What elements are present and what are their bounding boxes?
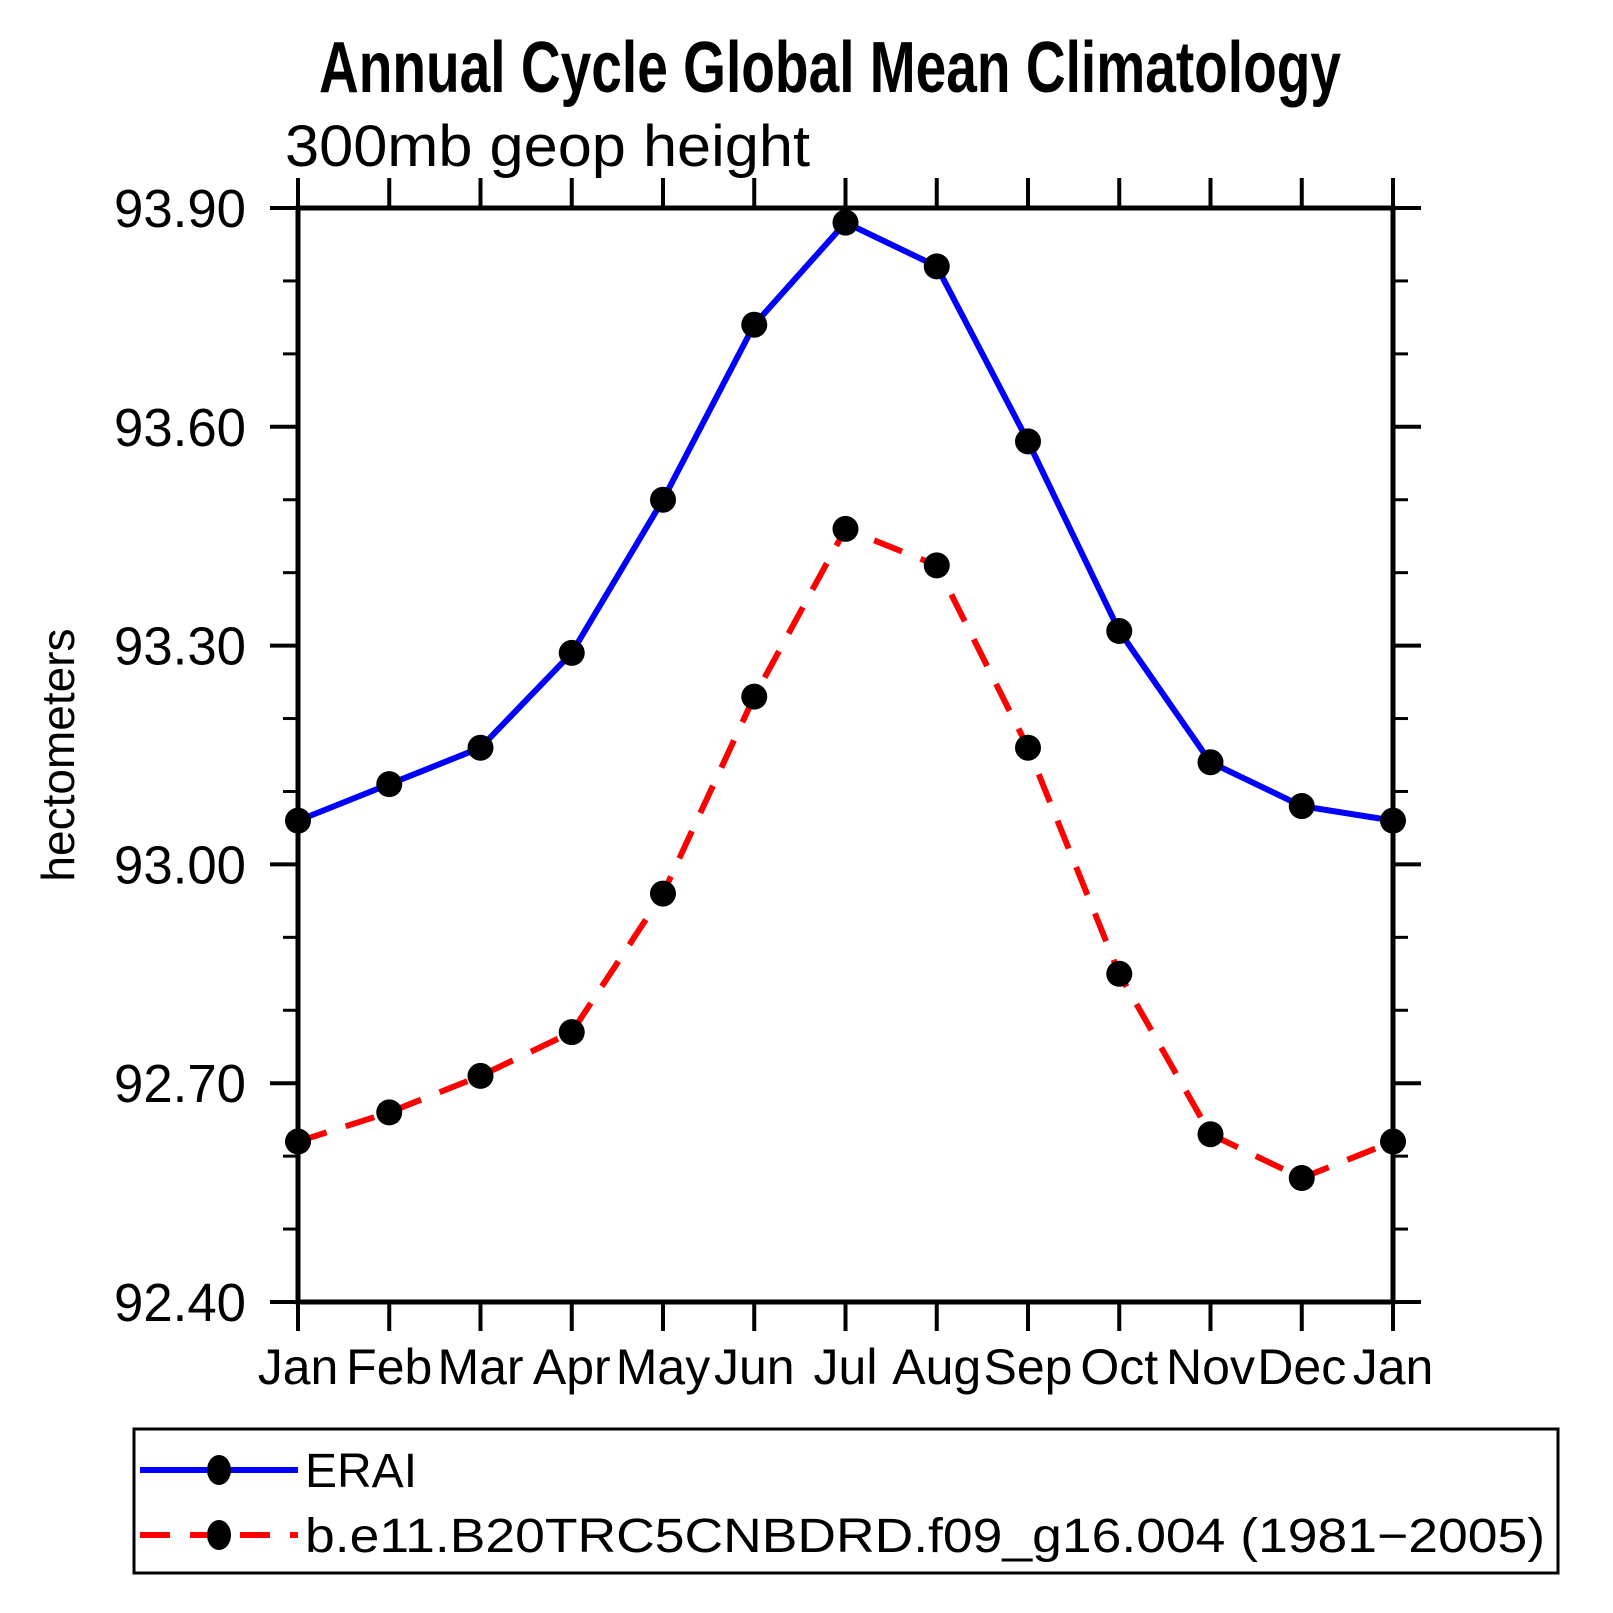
chart-title: Annual Cycle Global Mean Climatology bbox=[319, 28, 1341, 108]
data-point-marker bbox=[1106, 618, 1133, 645]
data-point-marker bbox=[741, 311, 768, 338]
data-point-marker bbox=[832, 515, 859, 542]
data-point-marker bbox=[650, 486, 676, 513]
x-tick-label: Mar bbox=[437, 1339, 523, 1395]
data-point-marker bbox=[832, 209, 859, 236]
data-point-marker bbox=[1380, 1128, 1406, 1155]
data-point-marker bbox=[1288, 1165, 1315, 1192]
legend: ERAI b.e11.B20TRC5CNBDRD.f09_g16.004 (19… bbox=[132, 1427, 1560, 1575]
data-point-marker bbox=[1015, 734, 1041, 761]
data-point-marker bbox=[741, 683, 768, 710]
legend-marker-dot-icon bbox=[207, 1455, 231, 1485]
data-point-marker bbox=[1380, 807, 1406, 834]
chart-subtitle: 300mb geop height bbox=[285, 114, 810, 179]
x-tick-label: Jan bbox=[1353, 1339, 1434, 1395]
data-point-marker bbox=[376, 1099, 403, 1126]
x-tick-label: Feb bbox=[346, 1339, 432, 1395]
data-point-marker bbox=[376, 771, 403, 798]
data-point-marker bbox=[1288, 793, 1315, 820]
x-tick-label: Sep bbox=[984, 1339, 1073, 1395]
data-point-marker bbox=[467, 1062, 494, 1089]
y-tick-label: 93.30 bbox=[114, 617, 246, 677]
x-tick-label: Dec bbox=[1257, 1339, 1346, 1395]
data-point-marker bbox=[285, 1128, 311, 1155]
x-tick-label: Oct bbox=[1080, 1339, 1158, 1395]
plot-series bbox=[285, 209, 1406, 1192]
legend-border bbox=[132, 1427, 1560, 1575]
data-point-marker bbox=[923, 552, 950, 579]
data-point-marker bbox=[1106, 960, 1133, 987]
data-point-marker bbox=[285, 807, 311, 834]
x-tick-label: Jan bbox=[258, 1339, 339, 1395]
data-point-marker bbox=[1197, 749, 1224, 776]
y-axis-title: hectometers bbox=[32, 628, 84, 881]
y-tick-label: 92.40 bbox=[114, 1273, 246, 1333]
x-tick-label: Jul bbox=[814, 1339, 878, 1395]
data-point-marker bbox=[467, 734, 494, 761]
y-tick-label: 93.60 bbox=[114, 398, 246, 458]
legend-label-model: b.e11.B20TRC5CNBDRD.f09_g16.004 (1981−20… bbox=[305, 1510, 1545, 1563]
x-tick-label: May bbox=[616, 1339, 710, 1395]
x-tick-label: Aug bbox=[892, 1339, 981, 1395]
data-point-marker bbox=[558, 1019, 585, 1046]
series-line-model bbox=[297, 525, 1395, 1182]
y-tick-label: 93.00 bbox=[114, 835, 246, 895]
x-tick-label: Nov bbox=[1166, 1339, 1255, 1395]
x-tick-label: Apr bbox=[533, 1339, 611, 1395]
legend-marker-dot-icon bbox=[207, 1520, 231, 1550]
y-tick-label: 93.90 bbox=[114, 179, 246, 239]
data-point-marker bbox=[1015, 428, 1041, 455]
data-point-marker bbox=[650, 880, 676, 907]
data-point-marker bbox=[558, 639, 585, 666]
data-point-marker bbox=[1197, 1121, 1224, 1148]
y-tick-label: 92.70 bbox=[114, 1054, 246, 1114]
x-tick-label: Jun bbox=[714, 1339, 795, 1395]
data-point-marker bbox=[923, 253, 950, 280]
legend-label-erai: ERAI bbox=[305, 1445, 417, 1498]
